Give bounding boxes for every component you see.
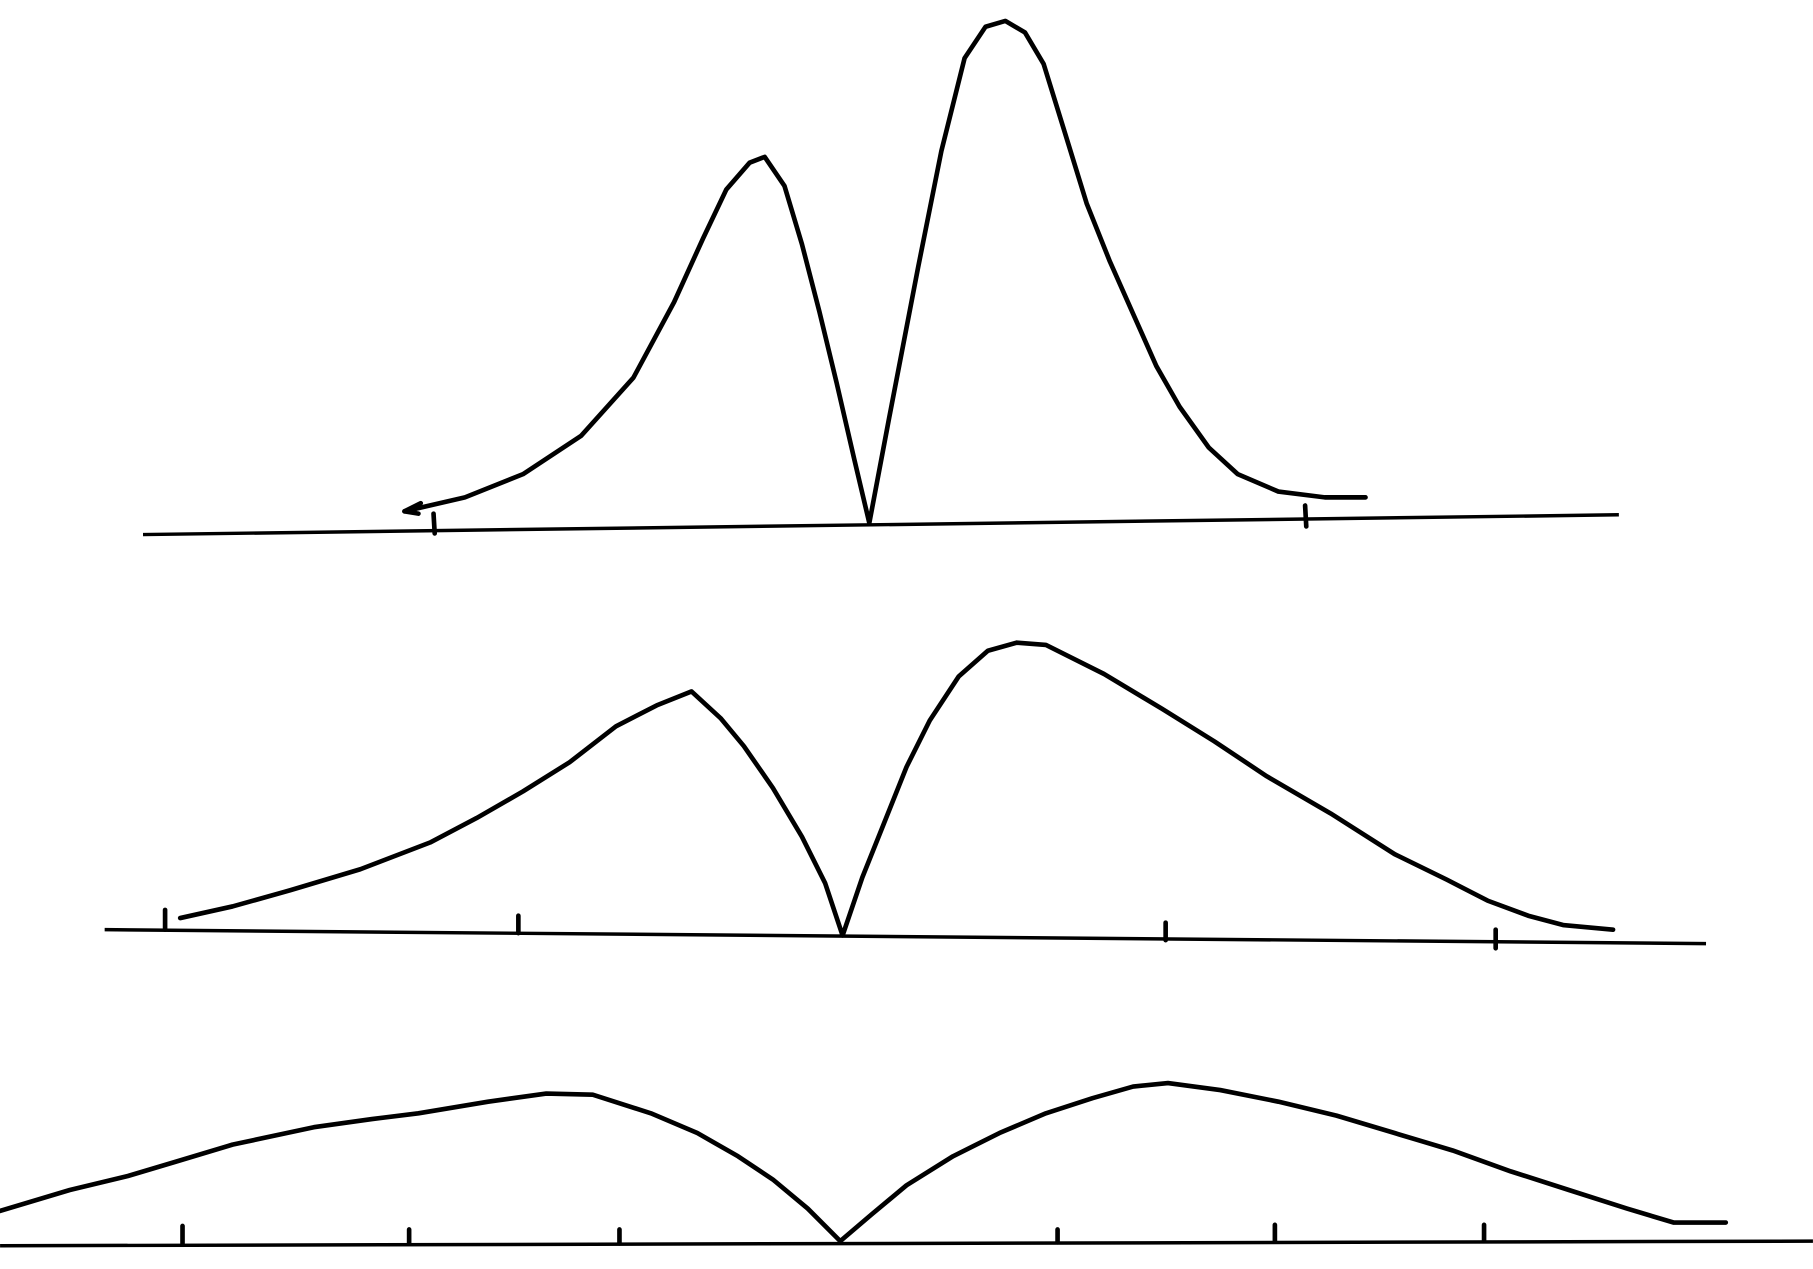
curve [402,18,1368,526]
arrow-head [402,500,424,516]
curve [177,640,1616,938]
top-panel [142,18,1619,537]
baseline [142,513,1619,537]
baseline [0,1239,1813,1248]
bottom-panel [0,1080,1813,1248]
baseline [104,927,1707,946]
curve [0,1080,1729,1244]
tick [431,511,438,536]
tick [1302,503,1309,529]
middle-panel [104,640,1707,951]
